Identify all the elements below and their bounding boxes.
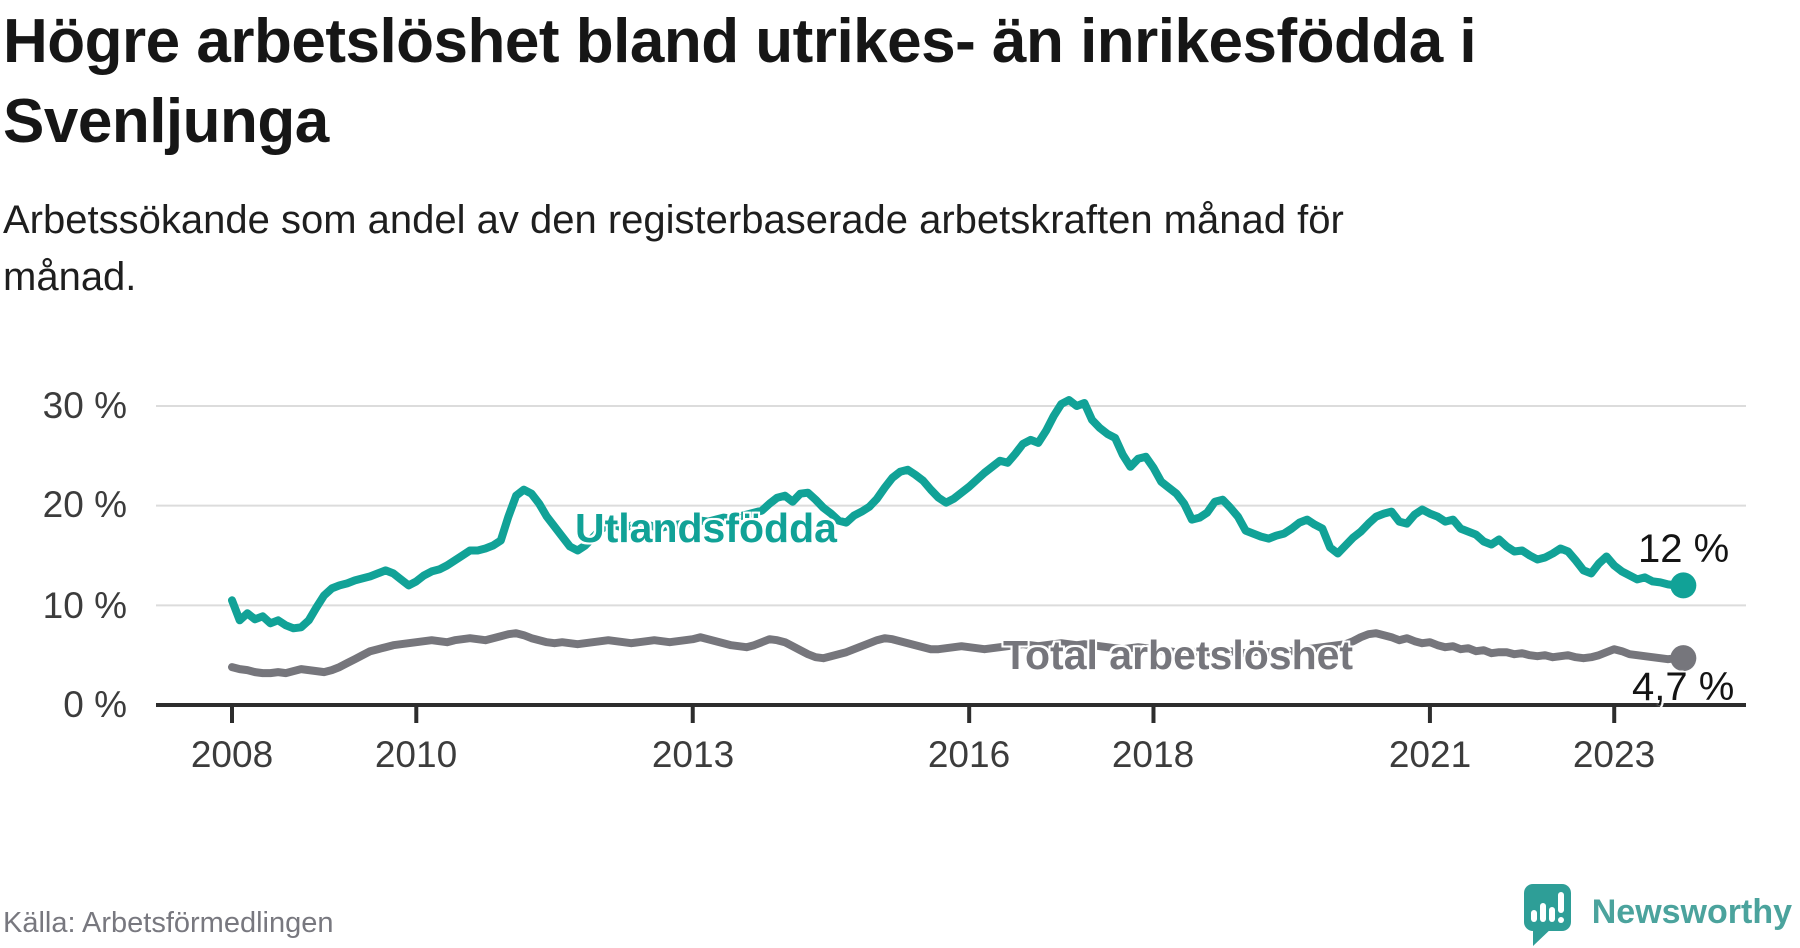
source-attribution: Källa: Arbetsförmedlingen: [3, 907, 334, 939]
chart-subtitle: Arbetssökande som andel av den registerb…: [3, 192, 1503, 306]
page-title: Högre arbetslöshet bland utrikes- än inr…: [3, 2, 1563, 162]
series-label-total-arbetsloshet: Total arbetslöshet: [1003, 632, 1354, 678]
y-tick-30: 30 %: [42, 385, 127, 426]
x-tick-2023: 2023: [1572, 734, 1656, 775]
end-value-total: 4,7 %: [1632, 665, 1735, 709]
end-value-utlandsfodda: 12 %: [1638, 527, 1730, 571]
x-tick-2018: 2018: [1111, 734, 1195, 775]
x-tick-2021: 2021: [1388, 734, 1472, 775]
x-tick-2008: 2008: [190, 734, 274, 775]
subtitle-line-1: Arbetssökande som andel av den registerb…: [3, 198, 1344, 242]
series-label-utlandsfodda: Utlandsfödda: [575, 505, 837, 551]
newsworthy-wordmark: Newsworthy: [1591, 893, 1792, 931]
title-line-2: Svenljunga: [3, 87, 329, 156]
y-tick-0: 0 %: [63, 684, 127, 725]
y-tick-10: 10 %: [42, 585, 127, 626]
y-tick-20: 20 %: [42, 484, 127, 525]
x-tick-2010: 2010: [374, 734, 458, 775]
subtitle-line-2: månad.: [3, 255, 137, 299]
newsworthy-logo-icon: [1523, 884, 1571, 946]
x-tick-2016: 2016: [927, 734, 1011, 775]
x-tick-2013: 2013: [651, 734, 735, 775]
title-line-1: Högre arbetslöshet bland utrikes- än inr…: [3, 7, 1477, 76]
newsworthy-brand: Newsworthy: [1523, 884, 1792, 948]
